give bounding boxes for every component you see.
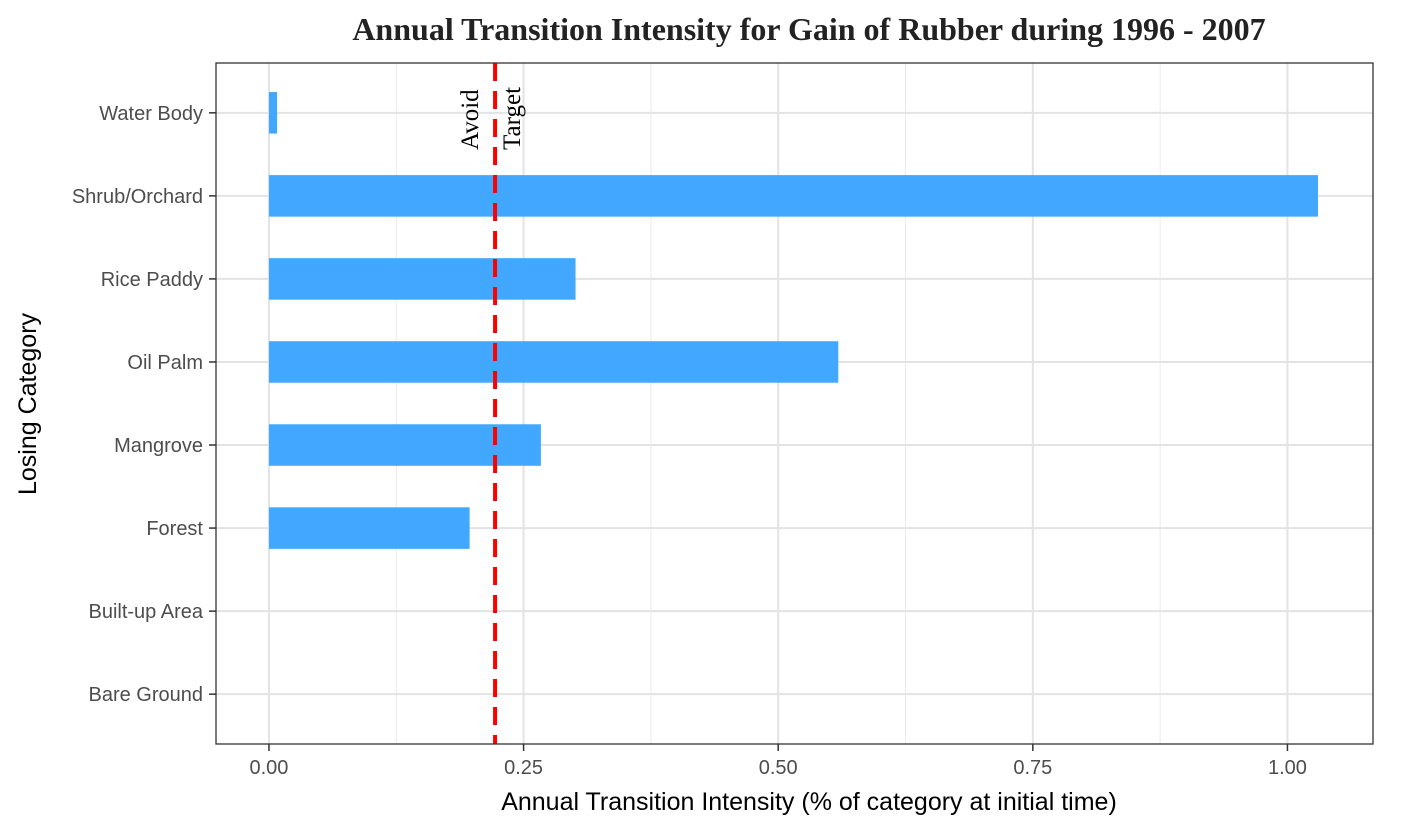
- chart-title: Annual Transition Intensity for Gain of …: [352, 11, 1265, 47]
- y-tick-label: Rice Paddy: [101, 269, 203, 291]
- x-tick-label: 0.50: [759, 757, 798, 779]
- x-tick-label: 0.25: [504, 757, 543, 779]
- y-tick-label: Water Body: [99, 103, 203, 125]
- y-tick-label: Built-up Area: [88, 601, 203, 623]
- bar: [268, 258, 576, 300]
- reference-label-avoid: Avoid: [457, 89, 484, 150]
- bar: [268, 175, 1319, 217]
- y-tick-label: Bare Ground: [88, 684, 203, 706]
- x-tick-label: 1.00: [1268, 757, 1307, 779]
- y-tick-label: Oil Palm: [127, 352, 203, 374]
- reference-label-target: Target: [499, 87, 526, 150]
- y-axis: Bare Ground Built-up Area Forest Mangrove Oi…: [72, 103, 216, 706]
- x-axis-title: Annual Transition Intensity (% of catego…: [501, 788, 1117, 816]
- y-tick-label: Forest: [146, 518, 203, 540]
- x-axis: 0.00 0.25 0.50 0.75 1.00: [249, 744, 1307, 779]
- reference-line-group: Avoid Target: [457, 63, 526, 744]
- bar: [268, 341, 839, 383]
- bar: [268, 507, 470, 549]
- x-tick-label: 0.75: [1013, 757, 1052, 779]
- y-axis-title: Losing Category: [14, 312, 42, 495]
- x-tick-label: 0.00: [249, 757, 288, 779]
- bar: [268, 92, 278, 134]
- y-tick-label: Mangrove: [114, 435, 203, 457]
- plot-panel-border: [215, 62, 1374, 745]
- bar: [268, 424, 541, 466]
- plot-panel: [216, 63, 1373, 744]
- y-tick-label: Shrub/Orchard: [72, 186, 203, 208]
